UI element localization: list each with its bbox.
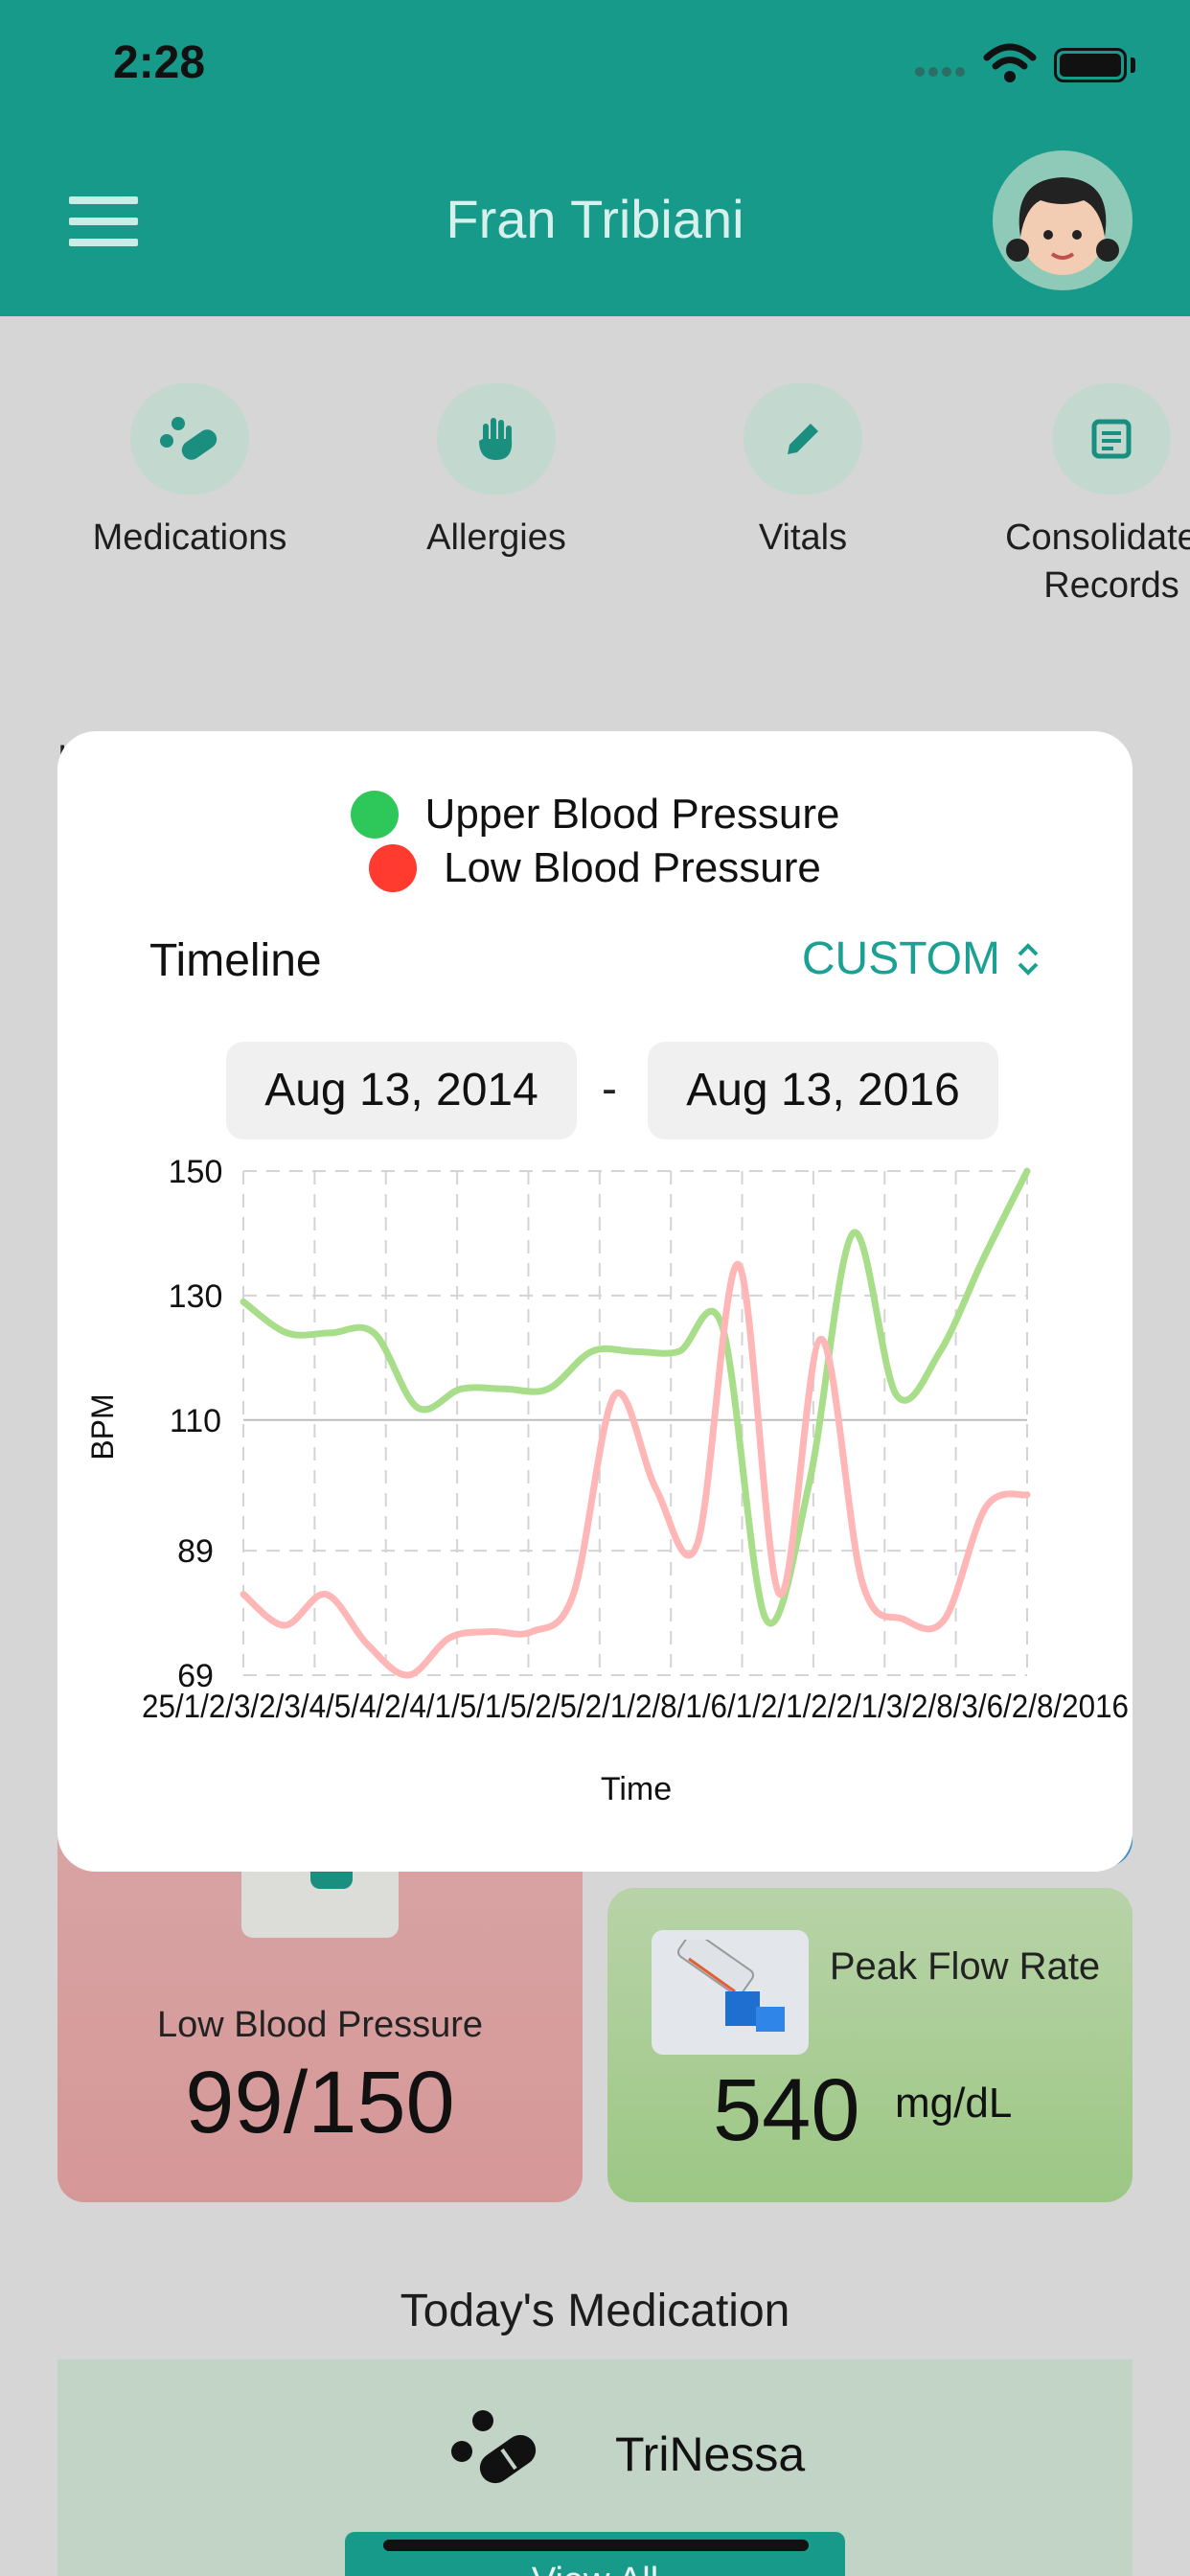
peak-flow-meter-icon: [652, 1930, 809, 2055]
y-tick-label: 89: [177, 1533, 214, 1570]
page-title: Fran Tribiani: [446, 189, 744, 249]
quick-action-allergies[interactable]: Allergies: [343, 383, 650, 562]
y-axis-label: BPM: [85, 1393, 120, 1460]
hand-icon: [479, 418, 513, 460]
status-time: 2:28: [113, 37, 206, 88]
quick-action-label: Vitals: [758, 518, 848, 558]
avatar-face-icon: [1006, 177, 1119, 275]
date-to-picker[interactable]: Aug 13, 2016: [648, 1042, 998, 1139]
peak-flow-unit: mg/dL: [895, 2080, 1013, 2127]
wifi-icon: [983, 43, 1037, 82]
vitals-chart-modal: Upper Blood Pressure Low Blood Pressure …: [57, 731, 1133, 1872]
blood-pressure-line-chart: 69 89 110 130 150 BPM 25/1/2/3/2/3/4/5/4/2/4/1…: [85, 1154, 1129, 1807]
y-tick-label: 110: [170, 1403, 221, 1439]
battery-cap: [1131, 58, 1135, 73]
low-bp-label: Low Blood Pressure: [156, 2005, 484, 2045]
date-separator: -: [602, 1064, 617, 1115]
y-tick-label: 150: [169, 1154, 223, 1190]
document-icon: [1091, 419, 1132, 459]
date-from-picker[interactable]: Aug 13, 2014: [226, 1042, 577, 1139]
timeline-range-select[interactable]: CUSTOM: [802, 932, 1041, 985]
y-tick-label: 69: [177, 1658, 214, 1694]
quick-action-label: Consolidated Records: [1005, 518, 1190, 606]
peak-flow-card[interactable]: Peak Flow Rate 540 mg/dL: [607, 1888, 1133, 2202]
today-medication-title: Today's Medication: [400, 2286, 790, 2336]
legend-item-low: Low Blood Pressure: [57, 844, 1133, 892]
legend-label-upper: Upper Blood Pressure: [424, 791, 840, 838]
timeline-range-value: CUSTOM: [801, 933, 1000, 984]
low-bp-value: 99/150: [185, 2054, 455, 2151]
series-line-upper-bp: [240, 1167, 1031, 1627]
chevron-up-down-icon: [1018, 942, 1039, 976]
quick-action-vitals[interactable]: Vitals: [650, 383, 956, 562]
series-line-low-bp: [240, 1260, 1031, 1679]
legend-item-upper: Upper Blood Pressure: [57, 791, 1133, 839]
pills-icon: [160, 417, 217, 460]
view-all-button[interactable]: View All: [345, 2532, 845, 2576]
legend-label-low: Low Blood Pressure: [444, 844, 821, 891]
legend-dot-low: [369, 844, 418, 892]
home-indicator: [383, 2540, 809, 2551]
app-header: 2:28 Fran Tribiani: [0, 0, 1190, 316]
battery-icon: [1054, 48, 1127, 82]
quick-action-label: Allergies: [426, 518, 566, 558]
peak-flow-label: Peak Flow Rate: [829, 1945, 1101, 1988]
legend-dot-upper: [350, 791, 399, 839]
cellular-signal-icon: [915, 67, 965, 77]
x-axis-label: Time: [601, 1771, 672, 1807]
medication-name: TriNessa: [615, 2427, 806, 2481]
user-avatar[interactable]: [993, 150, 1133, 290]
pills-icon: [451, 2410, 537, 2484]
peak-flow-value: 540: [713, 2061, 860, 2159]
timeline-label: Timeline: [149, 935, 322, 986]
quick-action-label: Medications: [92, 518, 287, 558]
quick-action-consolidated-records[interactable]: Consolidated Records: [958, 383, 1190, 610]
pencil-icon: [788, 424, 818, 454]
hamburger-menu-icon[interactable]: [69, 196, 138, 246]
quick-action-medications[interactable]: Medications: [36, 383, 343, 562]
x-tick-labels: 25/1/2/3/2/3/4/5/4/2/4/1/5/1/5/2/5/2/1/2…: [142, 1689, 1129, 1725]
y-tick-label: 130: [169, 1278, 223, 1315]
view-all-label: View All: [345, 2532, 845, 2576]
